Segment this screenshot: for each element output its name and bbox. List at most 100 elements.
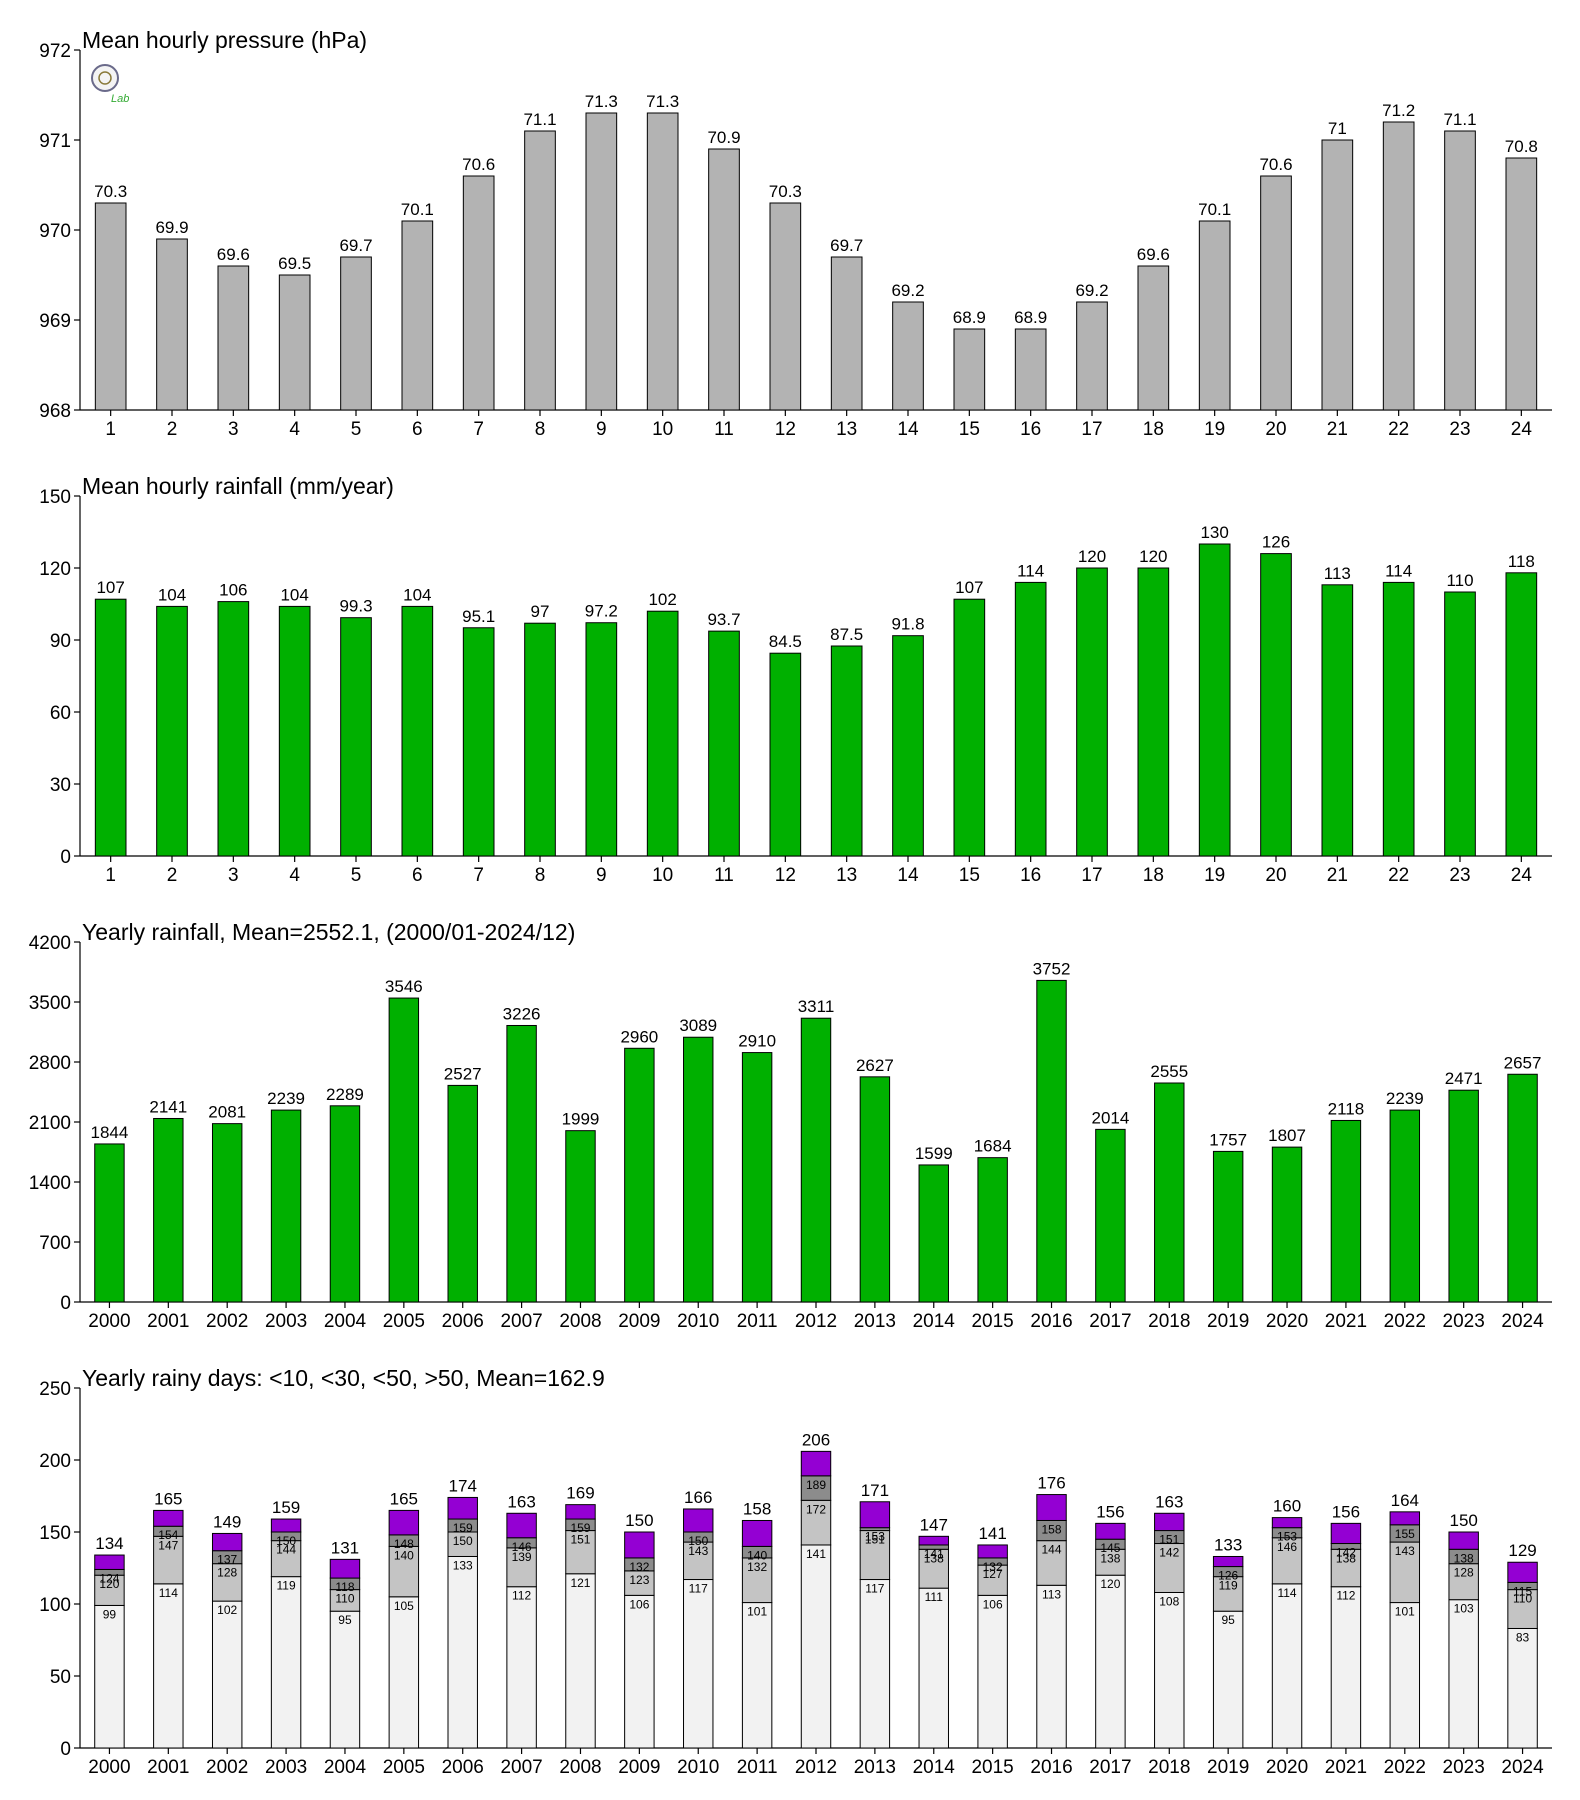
x-tick-label: 2024: [1501, 1757, 1544, 1778]
x-tick-label: 2019: [1207, 1757, 1249, 1778]
segment-value-label: 117: [865, 1582, 884, 1596]
bar: [1321, 584, 1354, 857]
bar-value-label: 70.9: [707, 128, 740, 147]
stacked-segment: [741, 1557, 773, 1604]
bar-total-label: 164: [1391, 1491, 1419, 1510]
bar-value-label: 70.1: [1198, 200, 1231, 219]
segment-value-label: 101: [747, 1605, 767, 1619]
x-tick-label: 13: [836, 419, 857, 440]
bar-total-label: 158: [743, 1499, 771, 1518]
x-tick-label: 16: [1020, 419, 1041, 440]
y-tick-label: 1400: [29, 1173, 71, 1194]
stacked-segment: [977, 1564, 1008, 1596]
segment-value-label: 108: [1159, 1594, 1179, 1608]
x-tick-label: 2022: [1384, 1311, 1426, 1332]
bar: [524, 622, 556, 857]
bar-total-label: 131: [331, 1538, 359, 1557]
bar-total-label: 176: [1037, 1474, 1065, 1493]
segment-value-label: 144: [1042, 1543, 1062, 1557]
bar: [340, 617, 372, 857]
bar-value-label: 2081: [208, 1103, 246, 1122]
bar-value-label: 2910: [738, 1032, 776, 1051]
segment-value-label: 106: [983, 1597, 1003, 1611]
x-tick-label: 10: [652, 865, 673, 886]
segment-value-label: 147: [158, 1538, 178, 1552]
logo-text: Lab: [111, 93, 129, 105]
x-tick-label: 15: [959, 865, 980, 886]
segment-value-label: 172: [806, 1502, 826, 1516]
segment-value-label: 101: [1395, 1605, 1415, 1619]
stacked-segment: [1330, 1586, 1362, 1749]
segment-value-label: 127: [983, 1567, 1003, 1581]
bar: [953, 598, 986, 857]
segment-value-label: 132: [983, 1560, 1003, 1574]
pressure-panel: Mean hourly pressure (hPa)96896997097197…: [39, 27, 1552, 440]
bar: [506, 1024, 537, 1303]
stacked-segment: [1389, 1602, 1421, 1749]
stacked-segment: [1271, 1537, 1303, 1585]
segment-value-label: 159: [570, 1521, 590, 1535]
bar-value-label: 2960: [620, 1027, 658, 1046]
y-tick-label: 50: [50, 1667, 71, 1688]
segment-value-label: 121: [570, 1576, 590, 1590]
bar-value-label: 2627: [856, 1056, 894, 1075]
bar-value-label: 2555: [1150, 1062, 1188, 1081]
rainy-days-title: Yearly rainy days: <10, <30, <50, >50, M…: [82, 1365, 605, 1391]
bar: [447, 1084, 478, 1303]
stacked-segment: [741, 1519, 773, 1547]
bar-total-label: 150: [1449, 1511, 1477, 1530]
x-tick-label: 2012: [795, 1311, 837, 1332]
segment-value-label: 159: [453, 1521, 473, 1535]
bar: [94, 202, 127, 411]
bar-value-label: 91.8: [891, 615, 924, 634]
x-tick-label: 2009: [618, 1311, 660, 1332]
stacked-segment: [1095, 1522, 1126, 1540]
stacked-segment: [270, 1576, 302, 1749]
x-tick-label: 1: [105, 865, 116, 886]
stacked-segment: [683, 1579, 714, 1749]
x-tick-label: 2003: [265, 1757, 307, 1778]
bar-value-label: 69.2: [1075, 281, 1108, 300]
stacked-segment: [211, 1600, 243, 1749]
x-tick-label: 2008: [559, 1757, 601, 1778]
bar-value-label: 69.7: [339, 236, 372, 255]
segment-value-label: 119: [1219, 1579, 1238, 1593]
y-tick-label: 968: [39, 401, 71, 422]
bar-value-label: 3089: [679, 1016, 717, 1035]
x-tick-label: 2020: [1266, 1757, 1308, 1778]
bar-value-label: 69.5: [278, 254, 311, 273]
stacked-segment: [1212, 1555, 1244, 1568]
stacked-segment: [977, 1544, 1008, 1559]
segment-value-label: 138: [1100, 1551, 1120, 1565]
segment-value-label: 146: [512, 1540, 532, 1554]
x-tick-label: 3: [228, 865, 239, 886]
bar-total-label: 174: [449, 1476, 477, 1495]
bar-value-label: 113: [1324, 564, 1351, 583]
x-tick-label: 2002: [206, 1757, 248, 1778]
stacked-segment: [859, 1501, 891, 1529]
bar-value-label: 87.5: [830, 625, 863, 644]
bar: [800, 1017, 832, 1303]
bar: [585, 622, 618, 857]
stacked-segment: [859, 1579, 891, 1749]
bar: [708, 148, 740, 411]
y-tick-label: 970: [39, 221, 71, 242]
segment-value-label: 143: [688, 1544, 708, 1558]
y-tick-label: 700: [39, 1233, 71, 1254]
bar-value-label: 2014: [1091, 1108, 1129, 1127]
bar: [830, 645, 863, 857]
bar-value-label: 107: [955, 578, 983, 597]
x-tick-label: 2021: [1325, 1311, 1367, 1332]
segment-value-label: 137: [217, 1553, 237, 1567]
segment-value-label: 151: [865, 1533, 885, 1547]
bar-total-label: 165: [390, 1489, 418, 1508]
stacked-segment: [1389, 1511, 1421, 1526]
bar: [462, 627, 495, 857]
bar-value-label: 126: [1262, 533, 1290, 552]
bar-total-label: 160: [1273, 1497, 1301, 1516]
x-tick-label: 11: [714, 419, 734, 440]
x-tick-label: 2023: [1443, 1757, 1485, 1778]
bar-value-label: 70.6: [1259, 155, 1292, 174]
stacked-segment: [1154, 1543, 1185, 1593]
segment-value-label: 138: [1336, 1551, 1356, 1565]
